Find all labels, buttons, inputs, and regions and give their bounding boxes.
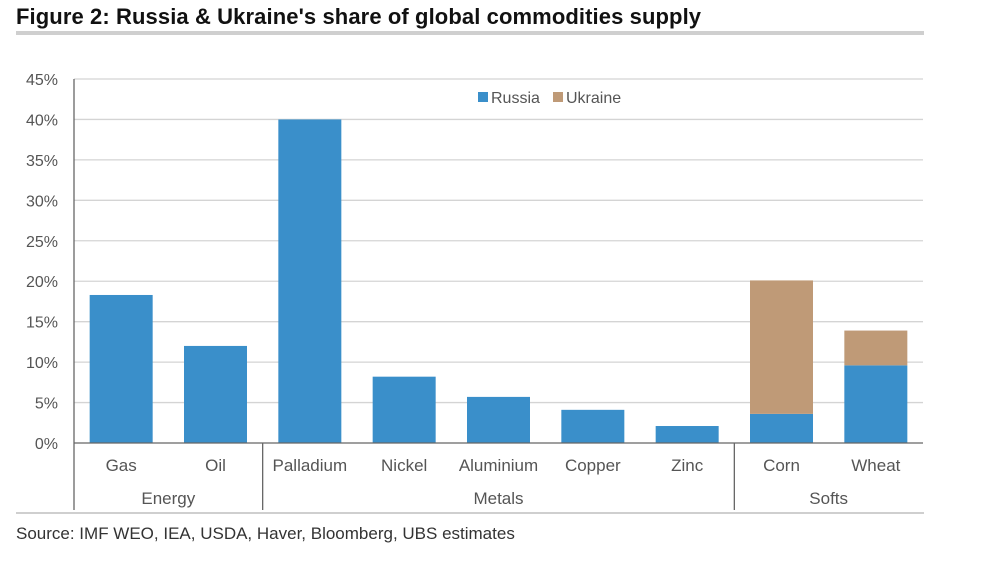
title-rule [16, 31, 924, 35]
x-tick-label: Gas [106, 456, 137, 475]
y-tick-label: 5% [35, 396, 58, 413]
legend-swatch-ukraine [553, 92, 563, 102]
bar-russia-wheat [844, 365, 908, 443]
y-tick-label: 10% [26, 355, 58, 372]
group-label: Energy [141, 489, 195, 508]
x-tick-label: Corn [763, 456, 800, 475]
bar-russia-copper [561, 409, 625, 443]
x-tick-label: Aluminium [459, 456, 538, 475]
legend-label-russia: Russia [491, 90, 540, 107]
y-tick-label: 45% [26, 72, 58, 89]
y-tick-label: 15% [26, 315, 58, 332]
source-note: Source: IMF WEO, IEA, USDA, Haver, Bloom… [16, 524, 515, 543]
bar-russia-corn [750, 413, 813, 443]
source-rule [16, 512, 924, 514]
bar-chart: 0% 5% 10% 15% 20% 25% 30% 35% 40% 45% Gas Oil Palla… [26, 72, 923, 510]
bar-ukraine-corn [750, 280, 813, 414]
group-label: Metals [473, 489, 523, 508]
group-label: Softs [809, 489, 848, 508]
bars [89, 119, 908, 443]
x-tick-label: Wheat [851, 456, 900, 475]
y-tick-label: 40% [26, 112, 58, 129]
x-axis-labels: Gas Oil Palladium Nickel Aluminium Copper Zinc… [106, 456, 901, 508]
x-tick-label: Nickel [381, 456, 427, 475]
axes [73, 79, 923, 510]
x-tick-label: Copper [565, 456, 621, 475]
bar-russia-zinc [655, 426, 719, 443]
bar-russia-oil [184, 345, 247, 443]
x-tick-label: Palladium [273, 456, 348, 475]
y-tick-label: 25% [26, 234, 58, 251]
bar-russia-nickel [372, 376, 436, 443]
legend: Russia Ukraine [478, 90, 621, 107]
y-tick-label: 35% [26, 153, 58, 170]
y-tick-label: 30% [26, 193, 58, 210]
x-tick-label: Oil [205, 456, 226, 475]
chart-title: Figure 2: Russia & Ukraine's share of gl… [16, 4, 702, 29]
y-tick-label: 20% [26, 274, 58, 291]
bar-russia-aluminium [467, 396, 530, 443]
x-tick-label: Zinc [671, 456, 704, 475]
bar-russia-gas [89, 294, 153, 443]
bar-russia-palladium [278, 119, 342, 443]
legend-label-ukraine: Ukraine [566, 90, 621, 107]
bar-ukraine-wheat [844, 330, 908, 366]
y-axis-ticks: 0% 5% 10% 15% 20% 25% 30% 35% 40% 45% [26, 72, 58, 453]
y-tick-label: 0% [35, 436, 58, 453]
legend-swatch-russia [478, 92, 488, 102]
